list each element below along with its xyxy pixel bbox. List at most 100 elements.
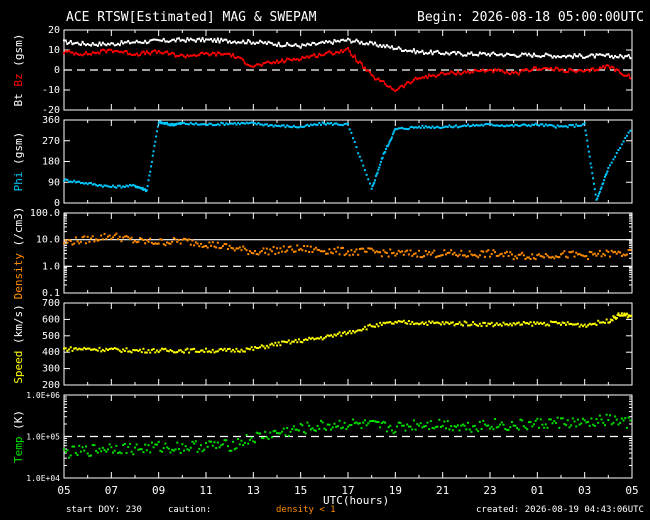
- data-point-bz: [226, 52, 229, 55]
- data-point-temp: [191, 440, 194, 443]
- data-point-bz: [502, 70, 505, 73]
- data-point-phi: [455, 124, 458, 127]
- data-point-speed: [394, 320, 397, 323]
- data-point-density: [404, 250, 407, 253]
- data-point-phi: [223, 123, 226, 126]
- data-point-bz: [139, 53, 142, 56]
- data-point-speed: [531, 324, 534, 327]
- data-point-bt: [379, 43, 382, 46]
- data-point-phi: [86, 183, 89, 186]
- data-point-bt: [134, 41, 136, 44]
- data-point-bz: [529, 69, 532, 72]
- data-point-phi: [393, 129, 396, 132]
- data-point-density: [505, 250, 508, 253]
- data-point-bt: [183, 39, 186, 42]
- data-point-density: [627, 249, 630, 252]
- data-point-speed: [277, 341, 280, 344]
- data-point-temp: [536, 417, 539, 420]
- data-point-temp: [409, 425, 412, 428]
- data-point-phi: [507, 124, 510, 127]
- data-point-density: [434, 256, 437, 259]
- data-point-speed: [600, 321, 603, 324]
- data-point-bt: [345, 39, 348, 42]
- data-point-bz: [392, 88, 395, 91]
- data-point-speed: [103, 350, 106, 353]
- data-point-density: [123, 235, 126, 238]
- data-point-speed: [443, 323, 446, 326]
- data-point-bz: [243, 62, 246, 65]
- data-point-speed: [144, 351, 147, 354]
- data-point-speed: [524, 322, 527, 325]
- data-point-phi: [213, 124, 216, 127]
- data-point-density: [546, 254, 549, 257]
- data-point-bt: [319, 41, 322, 44]
- data-point-bt: [397, 46, 400, 49]
- begin-time: Begin: 2026-08-18 05:00:00UTC: [417, 10, 644, 25]
- data-point-density: [147, 240, 150, 243]
- data-point-density: [90, 237, 93, 240]
- data-point-temp: [64, 451, 67, 454]
- data-point-bt: [193, 39, 196, 42]
- data-point-temp: [199, 444, 202, 447]
- data-point-speed: [448, 322, 451, 325]
- data-point-temp: [617, 423, 620, 426]
- data-point-speed: [384, 322, 387, 325]
- data-point-speed: [516, 322, 519, 325]
- data-point-bz: [531, 68, 534, 71]
- data-point-bz: [536, 68, 539, 71]
- data-point-bz: [120, 50, 123, 53]
- data-point-phi: [225, 122, 228, 125]
- data-point-speed: [549, 320, 552, 323]
- data-point-temp: [270, 436, 273, 439]
- data-point-density: [311, 251, 314, 254]
- data-point-temp: [326, 423, 329, 426]
- data-point-speed: [137, 349, 140, 352]
- data-point-temp: [306, 421, 309, 424]
- data-point-density: [419, 256, 422, 259]
- data-point-speed: [172, 351, 175, 354]
- data-point-phi: [228, 122, 231, 125]
- data-point-phi: [598, 192, 601, 195]
- data-point-speed: [225, 349, 228, 352]
- data-point-phi: [245, 121, 248, 124]
- data-point-density: [274, 252, 277, 255]
- data-point-density: [81, 236, 84, 239]
- data-point-phi: [589, 162, 592, 165]
- data-point-bt: [546, 53, 549, 56]
- data-point-speed: [580, 323, 583, 326]
- data-point-temp: [237, 438, 240, 441]
- data-point-temp: [357, 422, 360, 425]
- data-point-bz: [118, 51, 121, 54]
- data-point-speed: [360, 329, 363, 332]
- data-point-temp: [450, 425, 453, 428]
- data-point-bt: [308, 43, 311, 46]
- data-point-bz: [603, 67, 606, 70]
- data-point-bz: [478, 70, 481, 73]
- data-point-phi: [254, 122, 257, 125]
- data-point-bz: [130, 53, 133, 56]
- data-point-density: [575, 251, 578, 254]
- data-point-bt: [267, 40, 270, 43]
- data-point-bz: [252, 65, 255, 68]
- data-point-bz: [254, 64, 257, 67]
- data-point-temp: [83, 449, 86, 452]
- data-point-phi: [84, 181, 87, 184]
- data-point-speed: [325, 335, 328, 338]
- data-point-speed: [445, 321, 448, 324]
- data-point-bz: [213, 51, 216, 54]
- data-point-temp: [524, 426, 527, 429]
- data-point-density: [407, 253, 410, 256]
- data-point-bt: [284, 44, 287, 47]
- data-point-temp: [292, 425, 295, 428]
- data-point-bz: [365, 69, 368, 72]
- data-point-phi: [538, 124, 541, 127]
- data-point-speed: [226, 348, 229, 351]
- data-point-temp: [458, 429, 461, 432]
- data-point-phi: [270, 124, 273, 127]
- data-point-bz: [81, 54, 84, 57]
- data-point-density: [358, 248, 361, 251]
- data-point-temp: [418, 424, 420, 427]
- data-point-bt: [418, 51, 420, 54]
- data-point-bz: [450, 70, 453, 73]
- data-point-temp: [137, 448, 140, 451]
